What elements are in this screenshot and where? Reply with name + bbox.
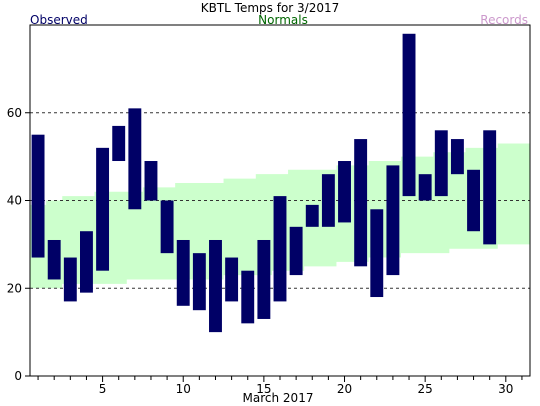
legend-normals: Normals	[258, 13, 308, 27]
observed-bar-day-20	[338, 161, 351, 223]
observed-bar-day-8	[144, 161, 158, 201]
x-tick-label-20: 20	[337, 382, 352, 396]
observed-bar-day-1	[31, 134, 45, 258]
y-tick-label-20: 20	[7, 281, 22, 295]
chart-title: KBTL Temps for 3/2017	[201, 1, 340, 15]
observed-bar-day-25	[418, 174, 432, 201]
observed-bar-day-19	[321, 174, 335, 227]
observed-bar-day-26	[434, 130, 448, 197]
x-tick-label-5: 5	[99, 382, 107, 396]
observed-bar-day-11	[192, 253, 206, 311]
observed-bar-day-3	[63, 257, 77, 302]
x-tick-label-30: 30	[498, 382, 513, 396]
observed-bar-day-18	[305, 204, 319, 227]
observed-bar-day-24	[402, 33, 416, 197]
observed-bar-day-29	[483, 130, 497, 245]
x-tick-label-10: 10	[176, 382, 191, 396]
observed-bar-day-27	[450, 139, 464, 175]
legend-observed: Observed	[30, 13, 88, 27]
x-axis-label: March 2017	[243, 391, 314, 405]
observed-bar-day-14	[241, 270, 255, 324]
y-tick-label-40: 40	[7, 194, 22, 208]
observed-bar-day-12	[209, 239, 222, 333]
observed-bar-day-2	[47, 239, 61, 280]
observed-bar-day-13	[225, 257, 239, 302]
observed-bar-day-22	[370, 209, 384, 298]
observed-bar-day-28	[467, 169, 480, 232]
observed-bar-day-6	[112, 125, 126, 162]
legend-records: Records	[480, 13, 528, 27]
observed-bar-day-4	[80, 231, 93, 293]
observed-bar-day-15	[257, 239, 271, 319]
x-tick-label-15: 15	[256, 382, 271, 396]
observed-bar-day-9	[160, 200, 174, 254]
y-tick-label-0: 0	[14, 369, 22, 383]
observed-bar-day-23	[386, 165, 400, 276]
observed-bar-day-16	[273, 196, 287, 302]
plot-area: 5 10 15 20 25 30 0 20 40 60	[7, 24, 531, 396]
y-tick-label-60: 60	[7, 106, 22, 120]
observed-bar-day-7	[128, 108, 142, 210]
x-tick-label-25: 25	[418, 382, 433, 396]
observed-bar-day-17	[289, 226, 303, 276]
observed-bar-day-10	[176, 239, 190, 306]
observed-bar-day-5	[96, 147, 110, 271]
observed-bar-day-21	[354, 139, 368, 267]
